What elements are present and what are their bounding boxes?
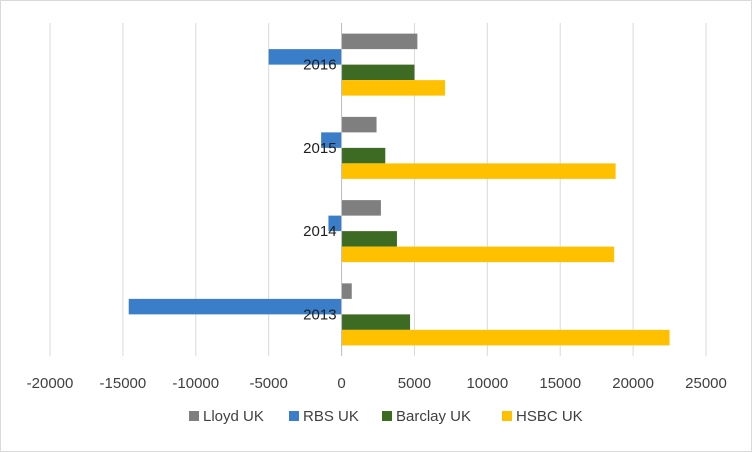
category-label: 2015 [303,140,336,157]
bar-rbs-uk-2016 [268,49,342,65]
category-label: 2016 [303,57,336,74]
x-tick-label: 15000 [539,375,581,392]
legend-swatch-rbs-uk [289,411,299,421]
x-tick-label: -15000 [100,375,147,392]
category-labels: 2013 2014 2015 2016 [303,57,336,324]
bar-lloyd-uk-2015 [341,116,377,133]
bar-lloyd-uk-2014 [341,200,381,216]
x-tick-label: -20000 [27,375,74,392]
bar-hsbc-uk-2013 [341,329,670,346]
x-tick-label: 5000 [398,375,431,392]
bar-rbs-uk-2013 [128,298,342,315]
bars [128,33,670,346]
category-label: 2014 [303,223,336,240]
x-tick-label: 10000 [466,375,508,392]
x-tick-label: -5000 [249,375,287,392]
legend-label: HSBC UK [516,408,583,425]
x-tick-label: 0 [337,375,345,392]
legend-label: RBS UK [303,408,359,425]
legend-label: Barclay UK [396,408,471,425]
x-axis-tick-labels: -20000 -15000 -10000 -5000 0 5000 10000 15000 20… [27,375,727,392]
bar-rbs-uk-2015 [321,132,342,148]
x-tick-label: 25000 [685,375,727,392]
legend-swatch-hsbc-uk [502,411,512,421]
bar-rbs-uk-2014 [328,215,342,232]
legend-swatch-lloyd-uk [189,411,199,421]
bar-hsbc-uk-2014 [341,246,615,263]
bar-barclay-uk-2015 [341,147,386,164]
legend: Lloyd UK RBS UK Barclay UK HSBC UK [189,408,583,425]
x-tick-label: -10000 [172,375,219,392]
bar-hsbc-uk-2015 [341,163,616,179]
legend-swatch-barclay-uk [382,411,392,421]
category-label: 2013 [303,306,336,323]
bar-hsbc-uk-2016 [341,80,446,96]
bar-barclay-uk-2013 [341,314,411,330]
bar-barclay-uk-2014 [341,231,397,247]
legend-label: Lloyd UK [203,408,264,425]
x-tick-label: 20000 [612,375,654,392]
bar-lloyd-uk-2013 [341,283,352,299]
bar-barclay-uk-2016 [341,64,415,81]
bar-lloyd-uk-2016 [341,33,418,50]
